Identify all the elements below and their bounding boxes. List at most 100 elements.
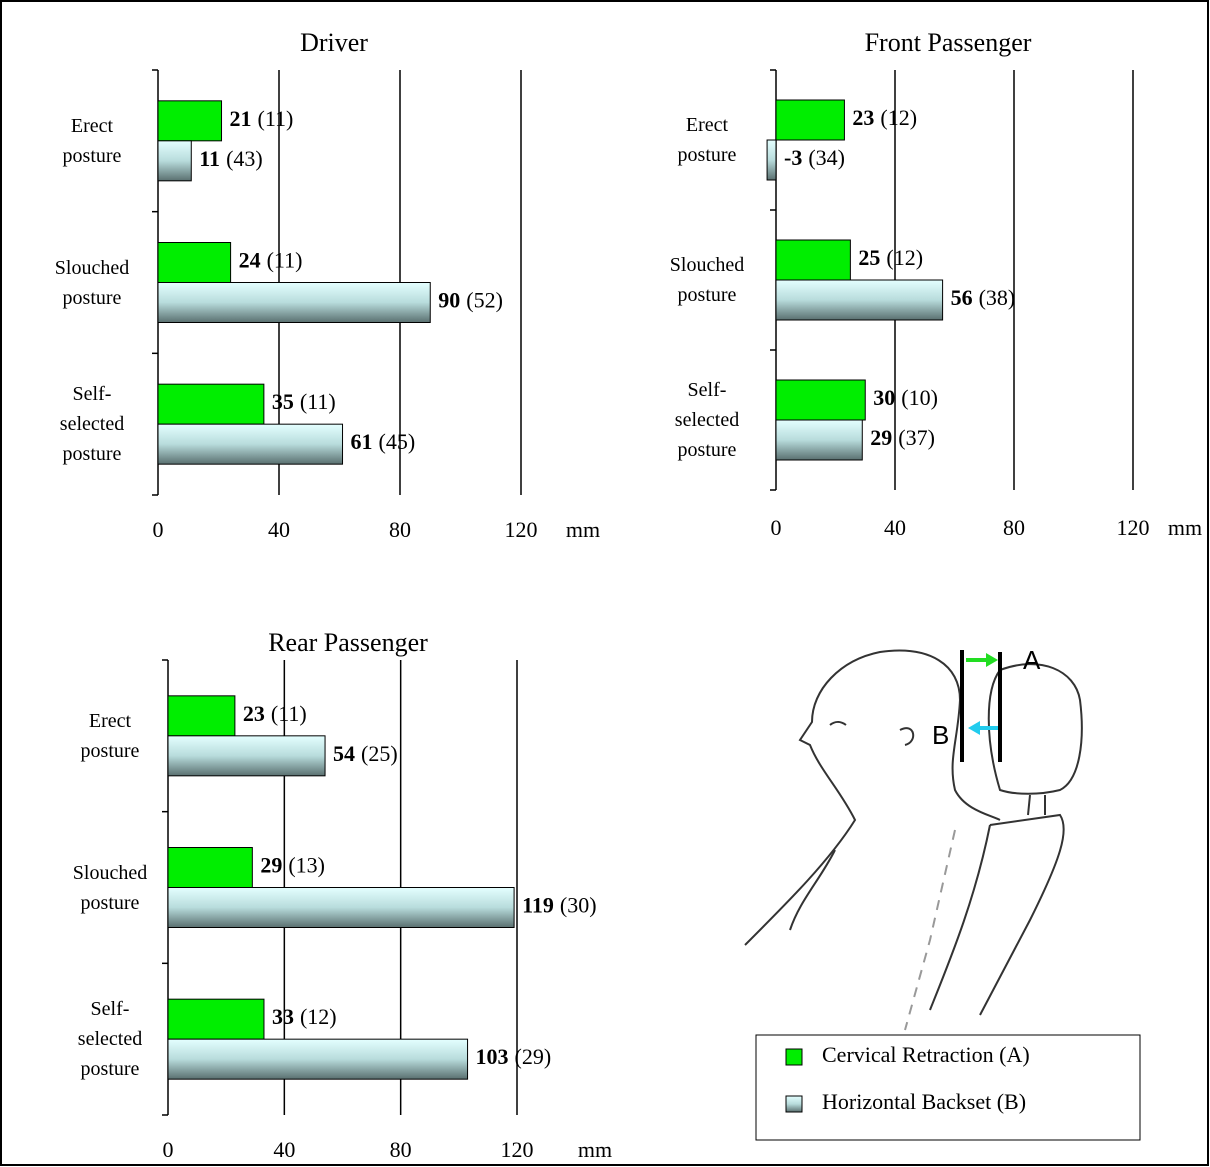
value-label: 29 (37): [870, 425, 935, 450]
sd-label: (11): [267, 248, 303, 273]
value-label: 90 (52): [438, 288, 503, 313]
legend-swatch: [785, 1048, 803, 1066]
x-tick-label: 0: [163, 1137, 174, 1162]
value: 29: [260, 853, 282, 878]
diagram-label: B: [932, 720, 949, 750]
chart-title: Driver: [300, 28, 368, 57]
value-label: 61 (45): [351, 429, 416, 454]
bar: [167, 695, 236, 737]
value: 23: [243, 701, 265, 726]
legend-box: [755, 1034, 1141, 1141]
y-tick-label: Slouched posture: [72, 861, 148, 914]
legend-label: Horizontal Backset (B): [822, 1089, 1026, 1114]
x-tick-label: 0: [153, 517, 164, 542]
bar: [775, 279, 944, 321]
value: 33: [272, 1004, 294, 1029]
diagram-label: A: [1023, 645, 1041, 675]
bar: [157, 383, 265, 425]
value: 24: [239, 248, 261, 273]
x-tick-label: 80: [390, 1137, 412, 1162]
chart-title: Rear Passenger: [268, 628, 428, 657]
sd-label: (11): [258, 106, 294, 131]
bar: [167, 887, 515, 928]
value: 90: [438, 288, 460, 313]
x-axis-label: mm: [1168, 515, 1202, 540]
y-tick-label: Slouched posture: [669, 254, 745, 306]
value: -3: [784, 145, 802, 170]
value-label: 30 (10): [873, 385, 938, 410]
x-tick-label: 120: [505, 517, 538, 542]
bar: [167, 998, 265, 1040]
x-tick-label: 40: [273, 1137, 295, 1162]
value-label: 24 (11): [239, 248, 303, 273]
sd-label: (52): [466, 288, 503, 313]
y-tick-label: Erect posture: [80, 709, 140, 762]
value: 30: [873, 385, 895, 410]
x-tick-label: 120: [1117, 515, 1150, 540]
sd-label: (45): [379, 429, 416, 454]
bar: [775, 239, 851, 281]
sd-label: (37): [898, 425, 935, 450]
sd-label: (12): [886, 245, 923, 270]
y-tick-label: Self- selected posture: [59, 383, 125, 466]
legend-label: Cervical Retraction (A): [822, 1042, 1030, 1067]
value: 23: [852, 105, 874, 130]
value: 11: [199, 146, 220, 171]
value-label: 35 (11): [272, 389, 336, 414]
bar: [766, 139, 777, 181]
value-label: 29 (13): [260, 853, 325, 878]
value: 25: [858, 245, 880, 270]
sd-label: (13): [288, 853, 325, 878]
x-tick-label: 120: [501, 1137, 534, 1162]
y-tick-label: Self- selected posture: [674, 379, 740, 461]
value-label: 56 (38): [951, 285, 1016, 310]
value-label: 25 (12): [858, 245, 923, 270]
x-tick-label: 0: [771, 515, 782, 540]
bar: [167, 847, 253, 888]
bar: [157, 140, 192, 182]
value-label: 23 (11): [243, 701, 307, 726]
value: 21: [230, 106, 252, 131]
value: 61: [351, 429, 373, 454]
value: 119: [522, 893, 554, 918]
x-tick-label: 80: [1003, 515, 1025, 540]
sd-label: (29): [515, 1044, 552, 1069]
bar: [157, 242, 232, 283]
sd-label: (30): [560, 893, 597, 918]
sd-label: (38): [979, 285, 1016, 310]
x-tick-label: 40: [884, 515, 906, 540]
value-label: 54 (25): [333, 741, 398, 766]
bar: [167, 1038, 469, 1080]
sd-label: (11): [300, 389, 336, 414]
sd-label: (43): [226, 146, 263, 171]
value: 56: [951, 285, 973, 310]
value-label: 103 (29): [476, 1044, 552, 1069]
y-tick-label: Slouched posture: [54, 256, 130, 309]
chart-title: Front Passenger: [865, 28, 1032, 57]
sd-label: (25): [361, 741, 398, 766]
x-axis-label: mm: [566, 517, 600, 542]
value: 35: [272, 389, 294, 414]
bar: [157, 282, 431, 323]
value: 54: [333, 741, 355, 766]
value-label: 23 (12): [852, 105, 917, 130]
y-tick-label: Erect posture: [677, 114, 737, 166]
diagram: [744, 649, 1083, 1031]
bar: [167, 735, 326, 777]
sd-label: (10): [901, 385, 938, 410]
sd-label: (11): [271, 701, 307, 726]
value: 29: [870, 425, 892, 450]
y-tick-label: Erect posture: [62, 114, 122, 167]
value-label: 21 (11): [230, 106, 294, 131]
legend-swatch: [785, 1095, 803, 1113]
value: 103: [476, 1044, 509, 1069]
bar: [157, 423, 344, 465]
value-label: 11 (43): [199, 146, 262, 171]
x-axis-label: mm: [578, 1137, 612, 1162]
value-label: 119 (30): [522, 893, 596, 918]
x-tick-label: 40: [268, 517, 290, 542]
bar: [775, 379, 866, 421]
